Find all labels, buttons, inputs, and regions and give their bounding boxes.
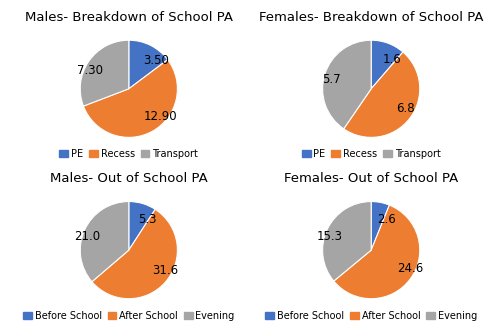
Title: Males- Out of School PA: Males- Out of School PA <box>50 172 207 185</box>
Legend: PE, Recess, Transport: PE, Recess, Transport <box>60 149 198 159</box>
Text: 3.50: 3.50 <box>143 54 169 67</box>
Wedge shape <box>344 52 420 137</box>
Wedge shape <box>80 202 129 282</box>
Wedge shape <box>92 209 178 299</box>
Wedge shape <box>334 205 420 299</box>
Wedge shape <box>322 202 371 281</box>
Text: 21.0: 21.0 <box>74 230 100 243</box>
Text: 1.6: 1.6 <box>382 53 401 66</box>
Title: Females- Breakdown of School PA: Females- Breakdown of School PA <box>259 11 484 24</box>
Title: Females- Out of School PA: Females- Out of School PA <box>284 172 459 185</box>
Wedge shape <box>371 202 390 250</box>
Text: 12.90: 12.90 <box>144 110 178 123</box>
Text: 24.6: 24.6 <box>396 262 423 275</box>
Wedge shape <box>80 40 129 106</box>
Text: 6.8: 6.8 <box>396 102 415 115</box>
Title: Males- Breakdown of School PA: Males- Breakdown of School PA <box>25 11 233 24</box>
Legend: Before School, After School, Evening: Before School, After School, Evening <box>23 310 234 320</box>
Text: 31.6: 31.6 <box>152 264 178 277</box>
Text: 2.6: 2.6 <box>377 213 396 226</box>
Wedge shape <box>371 40 403 89</box>
Legend: Before School, After School, Evening: Before School, After School, Evening <box>266 310 477 320</box>
Wedge shape <box>322 40 371 129</box>
Wedge shape <box>84 60 178 137</box>
Text: 7.30: 7.30 <box>77 64 103 77</box>
Text: 5.7: 5.7 <box>322 73 341 86</box>
Wedge shape <box>129 40 168 89</box>
Legend: PE, Recess, Transport: PE, Recess, Transport <box>302 149 440 159</box>
Text: 5.3: 5.3 <box>138 213 156 226</box>
Text: 15.3: 15.3 <box>316 230 342 243</box>
Wedge shape <box>129 202 155 250</box>
